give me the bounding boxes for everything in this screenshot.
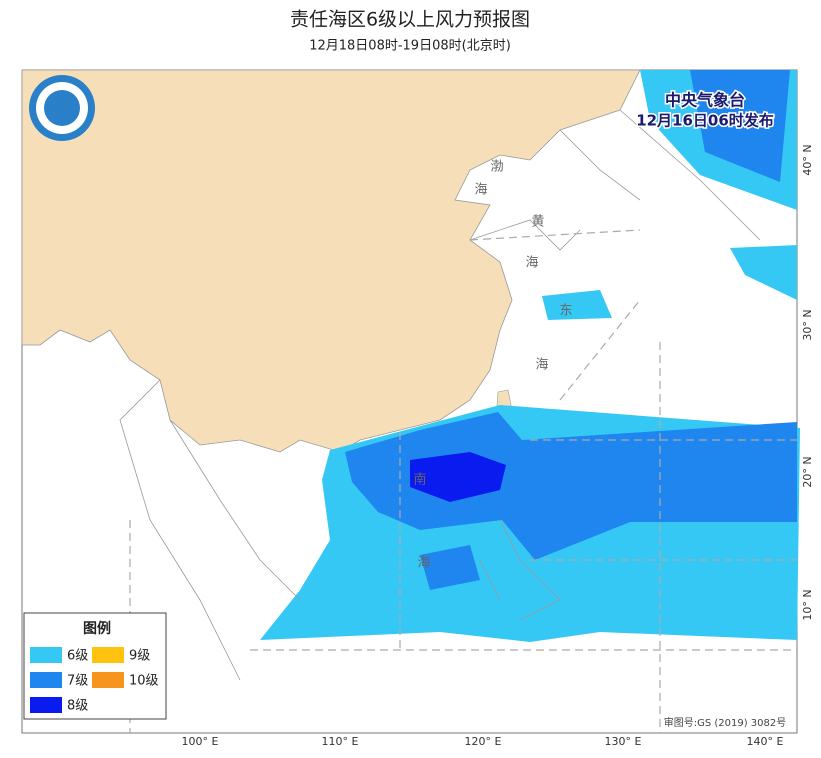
wind-7 (690, 70, 790, 182)
map: 中央气象台 12月16日06时发布 审图号:GS (2019) 3082号 (21, 69, 800, 734)
wind-6 (542, 290, 612, 320)
wind-7 (420, 545, 480, 590)
latitude-label: 10° N (801, 589, 814, 620)
country-borders (119, 109, 761, 681)
legend-swatch (30, 697, 62, 713)
legend-swatch (92, 647, 124, 663)
wind-areas (260, 70, 800, 642)
china-land (21, 69, 641, 453)
sea-label: 海 (535, 358, 548, 373)
legend: 图例 6级 7级 8级 9级 10级 (23, 612, 167, 720)
wind-7 (345, 412, 797, 560)
approval-number: 审图号:GS (2019) 3082号 (664, 716, 787, 729)
legend-title: 图例 (83, 620, 111, 637)
legend-label: 7级 (67, 674, 88, 689)
sea-label: 海 (474, 183, 487, 198)
sea-label: 黄 (531, 215, 544, 230)
legend-swatch (30, 647, 62, 663)
agency: 中央气象台 (665, 91, 745, 110)
legend-label: 9级 (129, 649, 150, 664)
latitude-label: 40° N (801, 144, 814, 175)
wind-6 (730, 245, 797, 300)
legend-swatch (30, 672, 62, 688)
logo (44, 90, 80, 126)
longitude-label: 130° E (605, 735, 642, 748)
sea-label: 海 (525, 256, 538, 271)
sea-label: 东 (559, 304, 572, 319)
subtitle: 12月18日08时-19日08时(北京时) (309, 39, 511, 54)
longitude-label: 100° E (182, 735, 219, 748)
sea-label: 南 (413, 472, 426, 488)
longitude-label: 110° E (322, 735, 359, 748)
title: 责任海区6级以上风力预报图 (290, 9, 530, 31)
latitude-label: 30° N (801, 309, 814, 340)
legend-label: 8级 (67, 699, 88, 714)
latitude-label: 20° N (801, 456, 814, 487)
longitude-label: 120° E (465, 735, 502, 748)
legend-label: 10级 (129, 674, 159, 689)
sea-label: 海 (417, 556, 430, 571)
legend-swatch (92, 672, 124, 688)
wind-8 (410, 452, 506, 502)
longitude-label: 140° E (747, 735, 784, 748)
legend-label: 6级 (67, 649, 88, 664)
issue-time: 12月16日06时发布 (636, 112, 774, 130)
sea-label: 渤 (490, 159, 503, 175)
